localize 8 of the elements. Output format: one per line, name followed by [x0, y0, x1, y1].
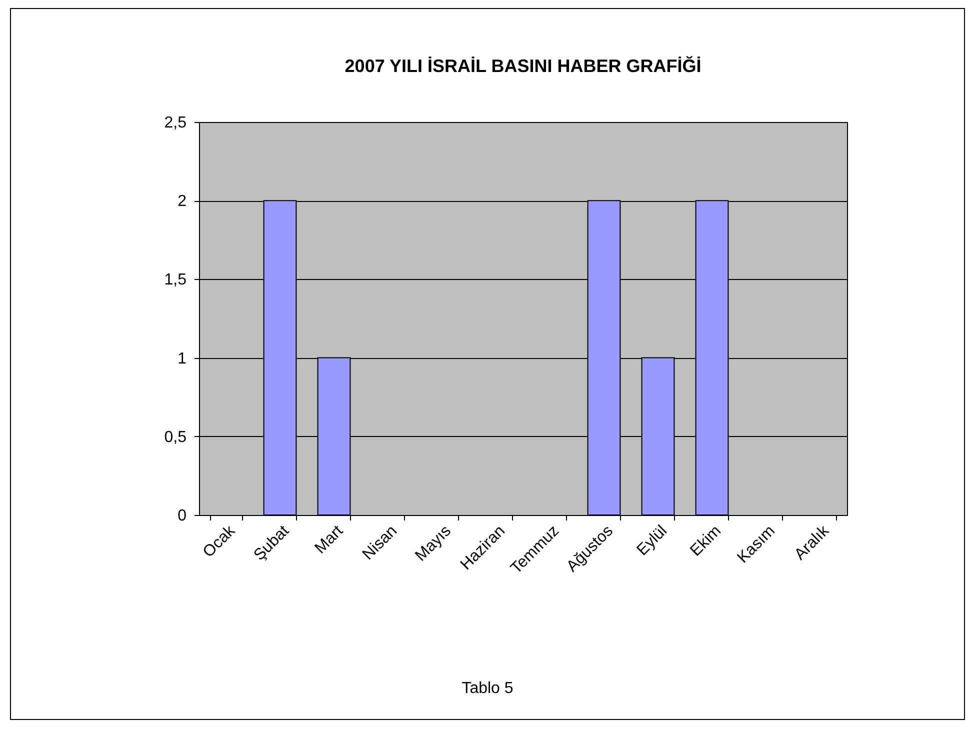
y-tick-label: 1 [178, 350, 187, 368]
y-tick-label: 0,5 [164, 428, 187, 446]
y-tick-label: 0 [178, 508, 187, 524]
text: Tablo 5 [460, 680, 514, 698]
chart-title: 2007 YILI İSRAİL BASINI HABER GRAFİĞİ [344, 56, 702, 76]
y-tick-label: 2 [178, 193, 187, 210]
y-tick-label: 1,5 [164, 272, 187, 289]
y-tick-label: 2,5 [164, 114, 187, 132]
